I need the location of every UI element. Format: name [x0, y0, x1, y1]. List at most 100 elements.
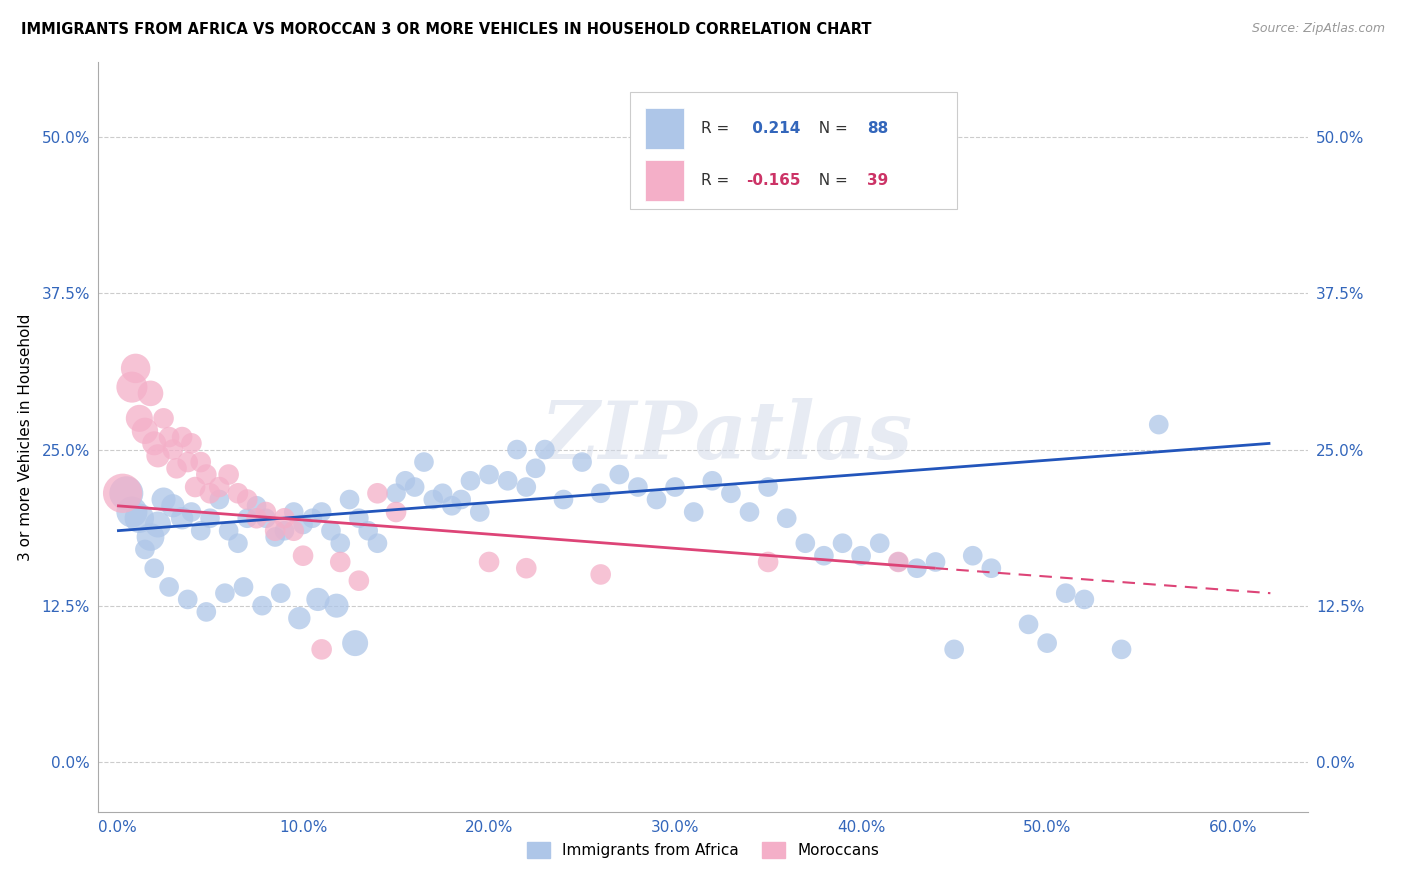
- Point: [264, 530, 287, 544]
- Point: [208, 492, 231, 507]
- Point: [134, 542, 156, 557]
- Point: [218, 524, 240, 538]
- Point: [887, 555, 910, 569]
- Point: [157, 430, 180, 444]
- Point: [177, 455, 200, 469]
- Point: [226, 536, 249, 550]
- Point: [250, 599, 273, 613]
- Point: [905, 561, 928, 575]
- Text: R =: R =: [700, 173, 734, 188]
- Bar: [645, 161, 683, 202]
- Point: [245, 511, 267, 525]
- Point: [1036, 636, 1059, 650]
- Point: [440, 499, 463, 513]
- Point: [1018, 617, 1040, 632]
- Point: [143, 561, 166, 575]
- Point: [1054, 586, 1077, 600]
- Text: N =: N =: [810, 121, 853, 136]
- Point: [236, 492, 259, 507]
- Point: [664, 480, 686, 494]
- Point: [887, 555, 910, 569]
- Point: [180, 436, 202, 450]
- Point: [270, 586, 292, 600]
- Legend: Immigrants from Africa, Moroccans: Immigrants from Africa, Moroccans: [522, 836, 884, 864]
- Point: [236, 511, 259, 525]
- Point: [357, 524, 380, 538]
- Point: [146, 517, 169, 532]
- Point: [166, 461, 188, 475]
- Point: [329, 536, 352, 550]
- Point: [422, 492, 444, 507]
- Point: [172, 511, 194, 525]
- Point: [627, 480, 650, 494]
- Point: [496, 474, 519, 488]
- Point: [307, 592, 329, 607]
- Point: [162, 499, 184, 513]
- Point: [143, 436, 166, 450]
- Point: [329, 555, 352, 569]
- Point: [813, 549, 835, 563]
- Point: [128, 511, 150, 525]
- Point: [366, 486, 388, 500]
- Point: [607, 467, 630, 482]
- Point: [344, 636, 367, 650]
- Point: [849, 549, 872, 563]
- Point: [319, 524, 342, 538]
- Point: [682, 505, 704, 519]
- Point: [776, 511, 799, 525]
- Point: [311, 642, 333, 657]
- Point: [1073, 592, 1095, 607]
- Point: [756, 555, 779, 569]
- Point: [121, 505, 143, 519]
- Point: [292, 517, 315, 532]
- Point: [195, 467, 218, 482]
- FancyBboxPatch shape: [630, 93, 957, 209]
- Point: [413, 455, 436, 469]
- Point: [1111, 642, 1133, 657]
- Point: [831, 536, 853, 550]
- Point: [1147, 417, 1170, 432]
- Point: [385, 505, 408, 519]
- Point: [738, 505, 761, 519]
- Point: [506, 442, 529, 457]
- Point: [702, 474, 724, 488]
- Point: [172, 430, 194, 444]
- Point: [645, 492, 668, 507]
- Point: [115, 486, 138, 500]
- Point: [720, 486, 742, 500]
- Point: [152, 492, 174, 507]
- Point: [432, 486, 454, 500]
- Point: [162, 442, 184, 457]
- Point: [273, 511, 295, 525]
- Point: [190, 455, 212, 469]
- Bar: [645, 108, 683, 149]
- Point: [157, 580, 180, 594]
- Point: [980, 561, 1002, 575]
- Point: [468, 505, 491, 519]
- Point: [292, 549, 315, 563]
- Point: [515, 480, 537, 494]
- Point: [195, 605, 218, 619]
- Point: [226, 486, 249, 500]
- Point: [134, 424, 156, 438]
- Point: [478, 555, 501, 569]
- Point: [534, 442, 557, 457]
- Point: [311, 505, 333, 519]
- Text: 88: 88: [868, 121, 889, 136]
- Point: [450, 492, 472, 507]
- Point: [589, 567, 612, 582]
- Point: [404, 480, 426, 494]
- Text: IMMIGRANTS FROM AFRICA VS MOROCCAN 3 OR MORE VEHICLES IN HOUSEHOLD CORRELATION C: IMMIGRANTS FROM AFRICA VS MOROCCAN 3 OR …: [21, 22, 872, 37]
- Y-axis label: 3 or more Vehicles in Household: 3 or more Vehicles in Household: [18, 313, 34, 561]
- Point: [254, 511, 277, 525]
- Point: [139, 530, 162, 544]
- Text: 39: 39: [868, 173, 889, 188]
- Point: [198, 486, 221, 500]
- Text: Source: ZipAtlas.com: Source: ZipAtlas.com: [1251, 22, 1385, 36]
- Point: [943, 642, 966, 657]
- Point: [924, 555, 946, 569]
- Point: [460, 474, 482, 488]
- Point: [198, 511, 221, 525]
- Point: [301, 511, 323, 525]
- Point: [208, 480, 231, 494]
